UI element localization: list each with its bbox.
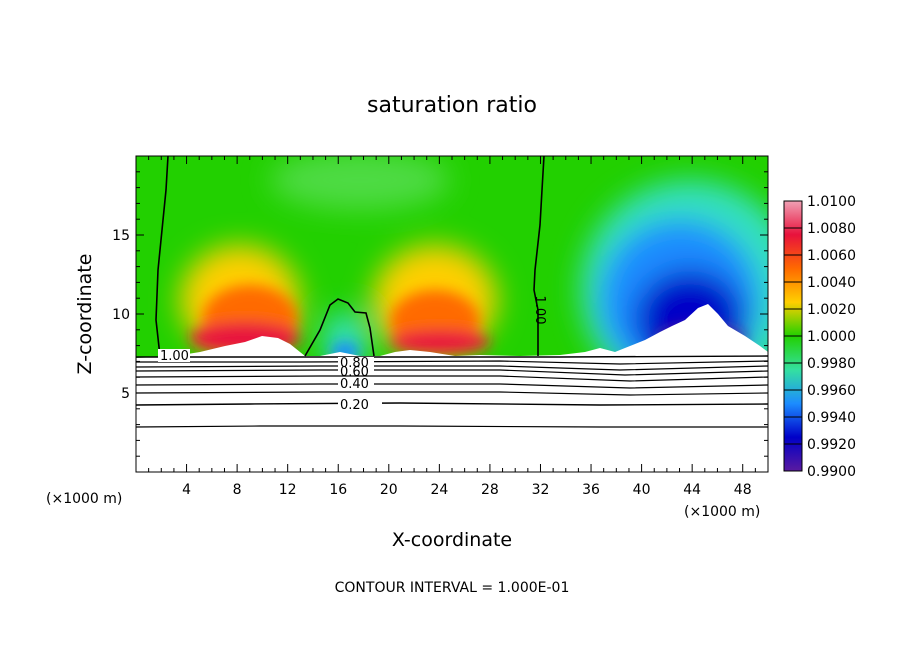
x-tick-label: 16 xyxy=(329,482,347,498)
x-unit-right: (×1000 m) xyxy=(684,504,760,520)
contour-layer-2 xyxy=(136,365,768,371)
colorbar-label: 0.9900 xyxy=(807,464,856,480)
contour-1-valley xyxy=(304,298,375,357)
plot-area: 1.00 1.00 0.80 0.60 0.40 0.20 xyxy=(136,156,768,472)
y-tick-label: 10 xyxy=(112,307,130,323)
x-tick-label: 8 xyxy=(233,482,242,498)
colorbar-label: 1.0060 xyxy=(807,248,856,264)
colorbar-label: 1.0020 xyxy=(807,302,856,318)
colorbar-label: 0.9960 xyxy=(807,383,856,399)
colorbar-label: 1.0080 xyxy=(807,221,856,237)
x-tick-label: 44 xyxy=(683,482,701,498)
x-axis-label: X-coordinate xyxy=(392,529,512,551)
x-tick-label: 4 xyxy=(182,482,191,498)
y-axis-label: Z-coordinate xyxy=(74,254,96,375)
contour-layer-8 xyxy=(136,425,768,428)
contour-label-0-6: 0.60 xyxy=(340,365,369,380)
colorbar-label: 1.0040 xyxy=(807,275,856,291)
x-tick-label: 36 xyxy=(582,482,600,498)
colorbar-label: 0.9920 xyxy=(807,437,856,453)
field-lobe-2-red xyxy=(390,330,490,354)
contour-label-0-4: 0.40 xyxy=(340,377,369,392)
contour-layer-1 xyxy=(136,360,768,365)
x-axis-ticks: 4 8 12 16 20 24 28 32 36 40 44 48 xyxy=(148,156,756,498)
x-tick-label: 48 xyxy=(734,482,752,498)
chart-title: saturation ratio xyxy=(367,93,537,118)
x-tick-label: 40 xyxy=(633,482,651,498)
contour-1-right xyxy=(533,156,545,356)
contour-layer-3 xyxy=(136,369,768,376)
contour-layer-6 xyxy=(136,391,768,396)
contour-layer-4 xyxy=(136,375,768,382)
x-tick-label: 28 xyxy=(481,482,499,498)
contour-interval-note: CONTOUR INTERVAL = 1.000E-01 xyxy=(335,580,570,596)
colorbar-label: 0.9980 xyxy=(807,356,856,372)
colorbar: 1.0100 1.0080 1.0060 1.0040 1.0020 1.0000 0.99… xyxy=(783,194,856,480)
terrain-region xyxy=(136,304,768,472)
contour-layer-7 xyxy=(136,402,768,406)
x-unit-left: (×1000 m) xyxy=(46,491,122,507)
y-tick-label: 5 xyxy=(121,386,130,402)
contour-label-0-2: 0.20 xyxy=(340,398,369,413)
contour-1-left xyxy=(155,156,169,357)
x-tick-label: 32 xyxy=(532,482,550,498)
colorbar-label: 1.0100 xyxy=(807,194,856,210)
y-axis-ticks: 5 10 15 xyxy=(112,171,768,457)
x-tick-label: 20 xyxy=(380,482,398,498)
contour-label-1-left: 1.00 xyxy=(160,349,189,364)
colorbar-label: 1.0000 xyxy=(807,329,856,345)
colorbar-label: 0.9940 xyxy=(807,410,856,426)
contour-1-surface xyxy=(136,355,768,358)
x-tick-label: 24 xyxy=(430,482,448,498)
field-top-green xyxy=(270,156,450,210)
x-tick-label: 12 xyxy=(279,482,297,498)
y-tick-label: 15 xyxy=(112,228,130,244)
contour-label-1-right: 1.00 xyxy=(532,296,547,325)
contour-layer-5 xyxy=(136,383,768,389)
